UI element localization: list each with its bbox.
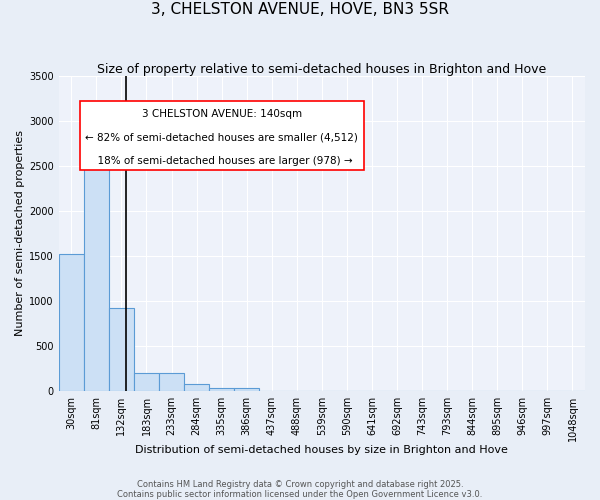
Bar	[59, 254, 84, 390]
Y-axis label: Number of semi-detached properties: Number of semi-detached properties	[15, 130, 25, 336]
Text: 3, CHELSTON AVENUE, HOVE, BN3 5SR: 3, CHELSTON AVENUE, HOVE, BN3 5SR	[151, 2, 449, 18]
Text: 18% of semi-detached houses are larger (978) →: 18% of semi-detached houses are larger (…	[91, 156, 353, 166]
Text: ← 82% of semi-detached houses are smaller (4,512): ← 82% of semi-detached houses are smalle…	[85, 132, 358, 142]
X-axis label: Distribution of semi-detached houses by size in Brighton and Hove: Distribution of semi-detached houses by …	[136, 445, 508, 455]
Bar	[234, 388, 259, 390]
Title: Size of property relative to semi-detached houses in Brighton and Hove: Size of property relative to semi-detach…	[97, 62, 547, 76]
Bar	[84, 140, 109, 390]
Text: Contains HM Land Registry data © Crown copyright and database right 2025.
Contai: Contains HM Land Registry data © Crown c…	[118, 480, 482, 499]
Text: 3 CHELSTON AVENUE: 140sqm: 3 CHELSTON AVENUE: 140sqm	[142, 108, 302, 118]
Bar	[134, 372, 159, 390]
FancyBboxPatch shape	[80, 100, 364, 170]
Bar	[209, 388, 234, 390]
Bar	[184, 384, 209, 390]
Bar	[159, 373, 184, 390]
Bar	[109, 308, 134, 390]
